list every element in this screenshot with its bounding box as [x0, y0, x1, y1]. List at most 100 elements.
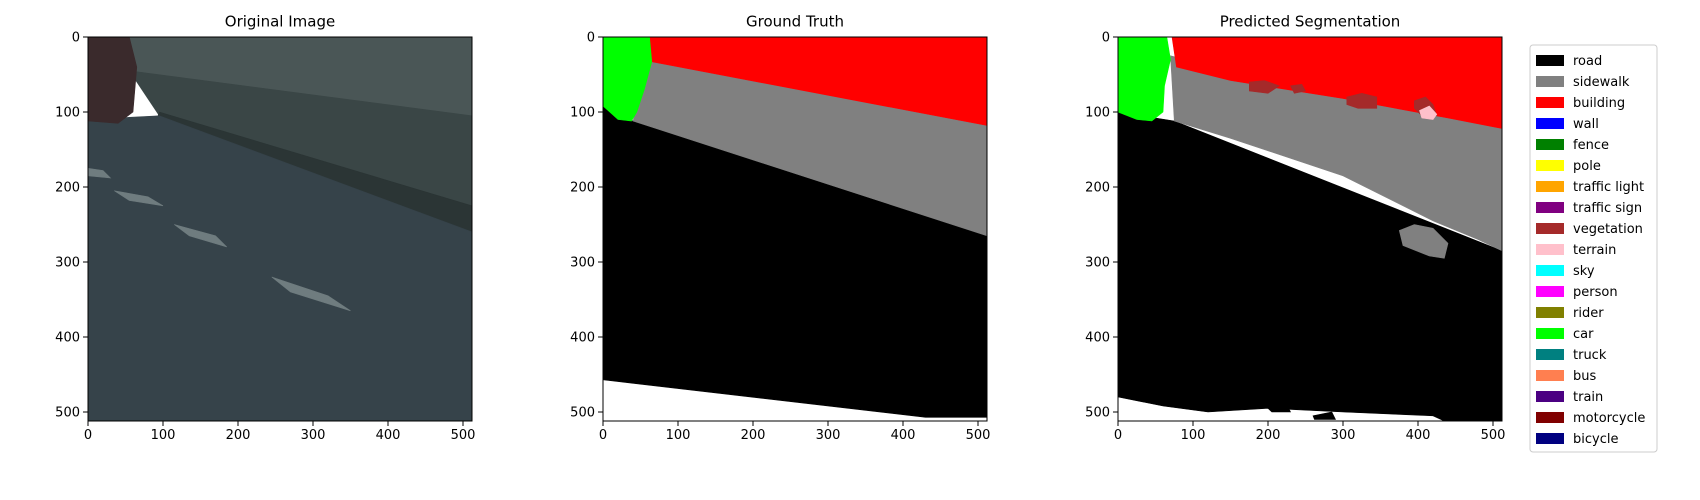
y-tick-label: 500 [1085, 406, 1110, 421]
x-tick-label: 300 [1331, 428, 1356, 443]
region-road [1267, 404, 1291, 413]
legend-label: rider [1573, 306, 1604, 321]
legend-item: car [1536, 327, 1594, 342]
x-tick-label: 200 [1256, 428, 1281, 443]
legend-label: building [1573, 96, 1625, 111]
region-road [1312, 411, 1336, 420]
legend-swatch [1536, 97, 1564, 108]
legend-item: traffic sign [1536, 201, 1642, 216]
legend-swatch [1536, 307, 1564, 318]
region-terrain [1419, 105, 1438, 120]
legend-item: road [1536, 54, 1602, 69]
image-content [88, 37, 472, 421]
x-tick-label: 300 [816, 428, 841, 443]
region-car [88, 37, 138, 124]
legend-label: wall [1573, 117, 1599, 132]
y-tick-label: 0 [587, 31, 595, 46]
image-content [603, 37, 987, 421]
legend-swatch [1536, 181, 1564, 192]
region-sidewalk [1398, 224, 1449, 259]
y-tick-label: 300 [55, 256, 80, 271]
legend-label: train [1573, 390, 1603, 405]
region-road-marking [88, 167, 112, 179]
legend-item: pole [1536, 159, 1601, 174]
y-tick-label: 500 [55, 406, 80, 421]
y-tick-label: 300 [570, 256, 595, 271]
x-tick-label: 500 [966, 428, 991, 443]
legend-swatch [1536, 286, 1564, 297]
legend-item: building [1536, 96, 1625, 111]
x-tick-label: 200 [741, 428, 766, 443]
x-tick-label: 200 [226, 428, 251, 443]
region-car [1118, 37, 1171, 122]
panel-title: Original Image [225, 13, 335, 31]
legend-item: bicycle [1536, 432, 1618, 447]
legend-label: motorcycle [1573, 411, 1645, 426]
x-tick-label: 0 [84, 428, 92, 443]
legend-label: sidewalk [1573, 75, 1630, 90]
y-tick-label: 200 [1085, 181, 1110, 196]
legend-swatch [1536, 160, 1564, 171]
legend-item: wall [1536, 117, 1599, 132]
x-tick-label: 0 [599, 428, 607, 443]
legend-item: vegetation [1536, 222, 1643, 237]
axes-frame [1117, 36, 1503, 422]
legend-swatch [1536, 118, 1564, 129]
legend-item: motorcycle [1536, 411, 1645, 426]
legend-swatch [1536, 412, 1564, 423]
region-road-marking [271, 276, 351, 312]
region-road [88, 115, 472, 421]
legend-swatch [1536, 370, 1564, 381]
y-tick-label: 100 [570, 106, 595, 121]
legend-item: person [1536, 285, 1618, 300]
legend-label: bicycle [1573, 432, 1618, 447]
y-tick-label: 400 [1085, 331, 1110, 346]
region-vegetation [1249, 80, 1280, 94]
x-tick-label: 300 [301, 428, 326, 443]
legend-item: sidewalk [1536, 75, 1630, 90]
legend-swatch [1536, 391, 1564, 402]
legend-item: bus [1536, 369, 1596, 384]
legend-label: truck [1573, 348, 1607, 363]
y-tick-label: 100 [55, 106, 80, 121]
legend-swatch [1536, 349, 1564, 360]
legend-swatch [1536, 202, 1564, 213]
x-tick-label: 400 [376, 428, 401, 443]
panel-title: Ground Truth [746, 13, 844, 31]
y-tick-label: 400 [55, 331, 80, 346]
legend-swatch [1536, 328, 1564, 339]
legend-item: fence [1536, 138, 1609, 153]
legend-swatch [1536, 244, 1564, 255]
x-tick-label: 100 [1181, 428, 1206, 443]
legend-item: traffic light [1536, 180, 1644, 195]
region-road [1118, 111, 1502, 421]
y-tick-label: 0 [72, 31, 80, 46]
panel-ground-truth: Ground Truth 0 100 200 300 400 500 0 100 200 300 4… [570, 13, 990, 444]
y-tick-label: 300 [1085, 256, 1110, 271]
y-tick-label: 0 [1102, 31, 1110, 46]
legend-label: pole [1573, 159, 1601, 174]
legend-label: vegetation [1573, 222, 1643, 237]
legend-label: fence [1573, 138, 1609, 153]
legend-swatch [1536, 55, 1564, 66]
legend-label: traffic light [1573, 180, 1644, 195]
y-tick-label: 500 [570, 406, 595, 421]
legend-label: road [1573, 54, 1602, 69]
legend-item: rider [1536, 306, 1604, 321]
legend-item: truck [1536, 348, 1607, 363]
legend: road sidewalk building wall fence pole traffic… [1529, 44, 1658, 453]
legend-label: traffic sign [1573, 201, 1642, 216]
legend-label: person [1573, 285, 1618, 300]
axes-frame [602, 36, 988, 422]
x-tick-label: 400 [891, 428, 916, 443]
legend-swatch [1536, 223, 1564, 234]
y-tick-label: 100 [1085, 106, 1110, 121]
legend-swatch [1536, 433, 1564, 444]
x-tick-label: 100 [151, 428, 176, 443]
legend-swatch [1536, 139, 1564, 150]
legend-label: terrain [1573, 243, 1616, 258]
region-road-marking [114, 190, 164, 207]
region-car [603, 37, 653, 122]
y-tick-label: 200 [55, 181, 80, 196]
